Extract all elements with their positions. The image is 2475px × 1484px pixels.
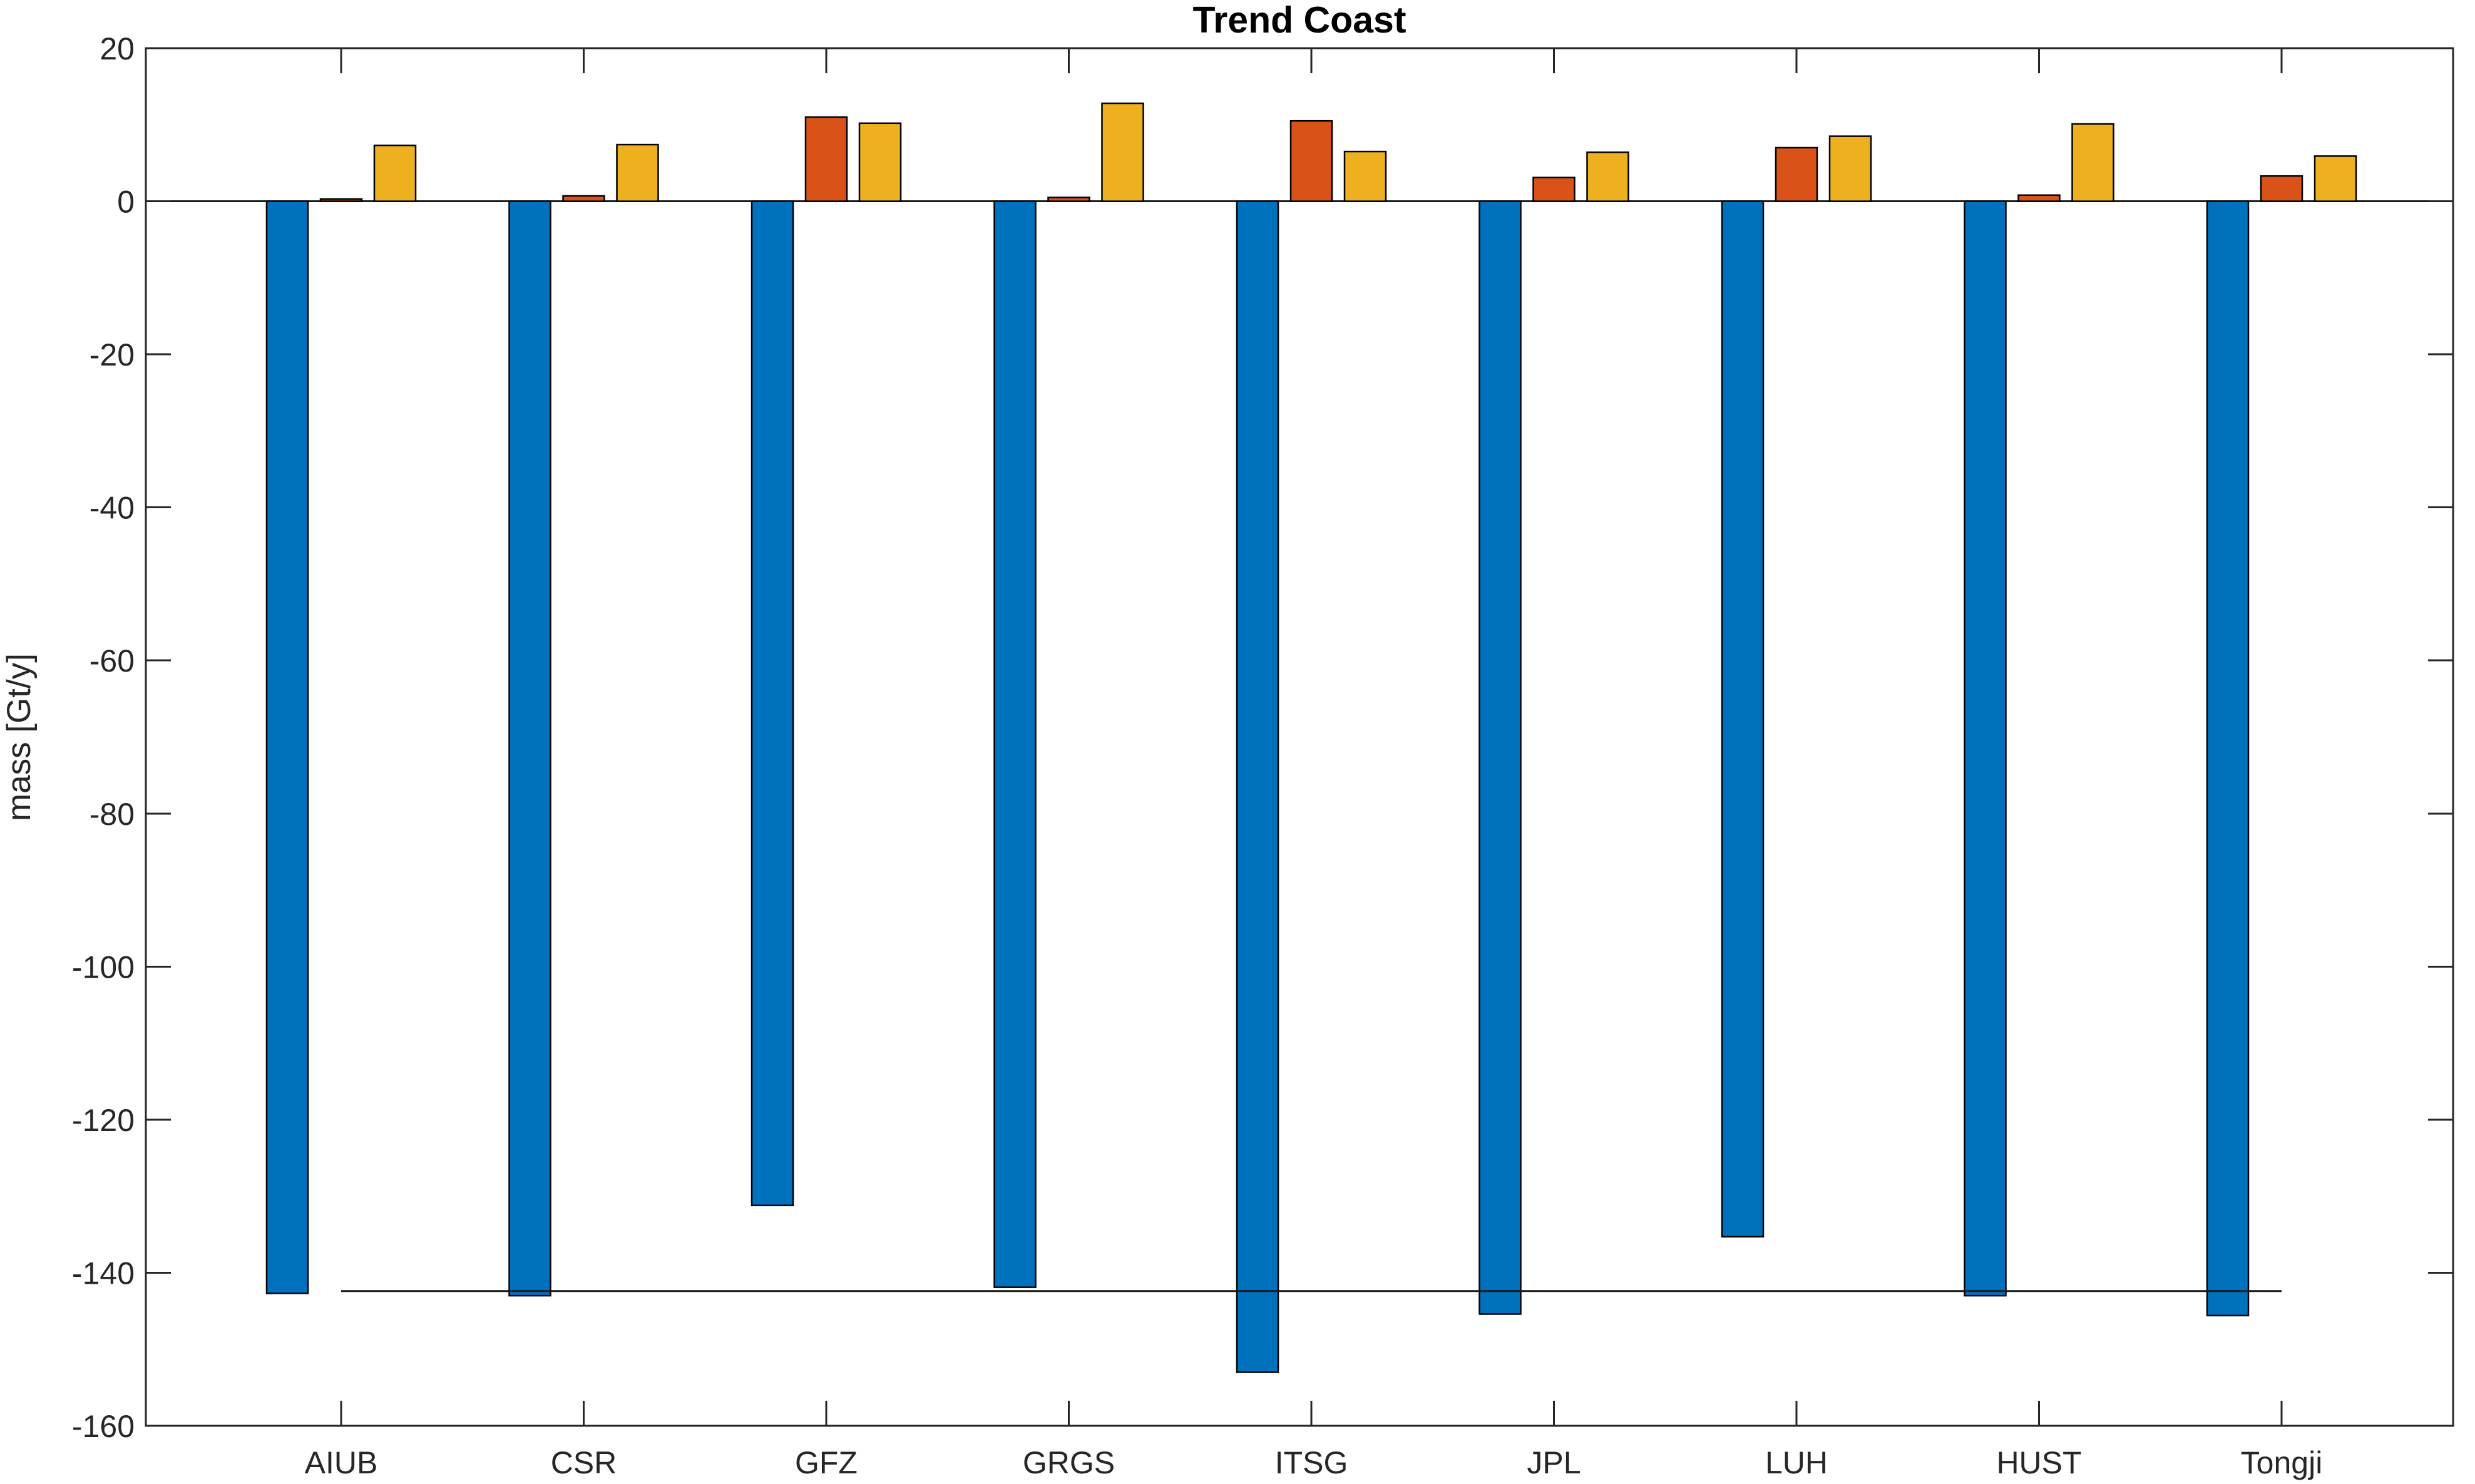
x-tick-label-CSR: CSR <box>551 1445 617 1480</box>
x-tick-label-GFZ: GFZ <box>795 1445 858 1480</box>
bar-GRGS-series-2-orange <box>1047 197 1090 202</box>
bar-Tongji-series-2-orange <box>2260 175 2303 202</box>
bar-AIUB-series-2-orange <box>319 198 363 202</box>
bar-HUST-series-1-blue <box>1964 200 2007 1297</box>
bar-CSR-series-3-yellow <box>616 143 659 202</box>
bar-HUST-series-2-orange <box>2017 194 2061 202</box>
y-tick-label-0: 0 <box>117 185 135 220</box>
bar-AIUB-series-3-yellow <box>373 145 417 202</box>
y-tick-label--160: -160 <box>72 1409 135 1444</box>
plot-border <box>145 47 2454 1427</box>
bar-GFZ-series-1-blue <box>751 200 794 1207</box>
bar-GRGS-series-1-blue <box>993 200 1037 1288</box>
bar-ITSG-series-3-yellow <box>1343 150 1387 202</box>
bar-LUH-series-1-blue <box>1721 200 1765 1238</box>
x-tick-label-GRGS: GRGS <box>1023 1445 1115 1480</box>
y-tick-label--60: -60 <box>90 643 135 678</box>
y-tick-label--20: -20 <box>90 337 135 372</box>
bar-ITSG-series-1-blue <box>1236 200 1279 1373</box>
x-tick-label-HUST: HUST <box>1996 1445 2081 1480</box>
y-tick-label--80: -80 <box>90 797 135 832</box>
chart-title: Trend Coast <box>1192 0 1407 41</box>
y-tick-label-20: 20 <box>100 31 135 66</box>
bar-GFZ-series-2-orange <box>804 116 848 202</box>
bar-Tongji-series-1-blue <box>2206 200 2250 1317</box>
bar-AIUB-series-1-blue <box>265 200 309 1294</box>
y-axis-label: mass [Gt/y] <box>1 653 38 821</box>
bar-CSR-series-2-orange <box>562 195 605 202</box>
y-tick-label--100: -100 <box>72 949 135 985</box>
bar-LUH-series-2-orange <box>1775 146 1818 202</box>
y-tick-label--120: -120 <box>72 1103 135 1138</box>
bar-JPL-series-1-blue <box>1478 200 1522 1315</box>
bar-LUH-series-3-yellow <box>1828 135 1872 202</box>
bar-JPL-series-2-orange <box>1532 177 1576 202</box>
x-tick-label-LUH: LUH <box>1765 1445 1828 1480</box>
bar-GFZ-series-3-yellow <box>858 122 902 202</box>
bar-HUST-series-3-yellow <box>2071 123 2114 202</box>
y-tick-label--40: -40 <box>90 491 135 526</box>
bar-JPL-series-3-yellow <box>1586 151 1629 202</box>
bar-GRGS-series-3-yellow <box>1101 102 1144 202</box>
y-tick-label--140: -140 <box>72 1256 135 1291</box>
bar-CSR-series-1-blue <box>508 200 551 1297</box>
bar-Tongji-series-3-yellow <box>2314 155 2357 202</box>
x-tick-label-AIUB: AIUB <box>305 1445 378 1480</box>
bar-ITSG-series-2-orange <box>1289 120 1333 202</box>
x-tick-label-JPL: JPL <box>1527 1445 1581 1480</box>
x-tick-label-Tongji: Tongji <box>2241 1445 2323 1480</box>
x-tick-label-ITSG: ITSG <box>1275 1445 1348 1480</box>
